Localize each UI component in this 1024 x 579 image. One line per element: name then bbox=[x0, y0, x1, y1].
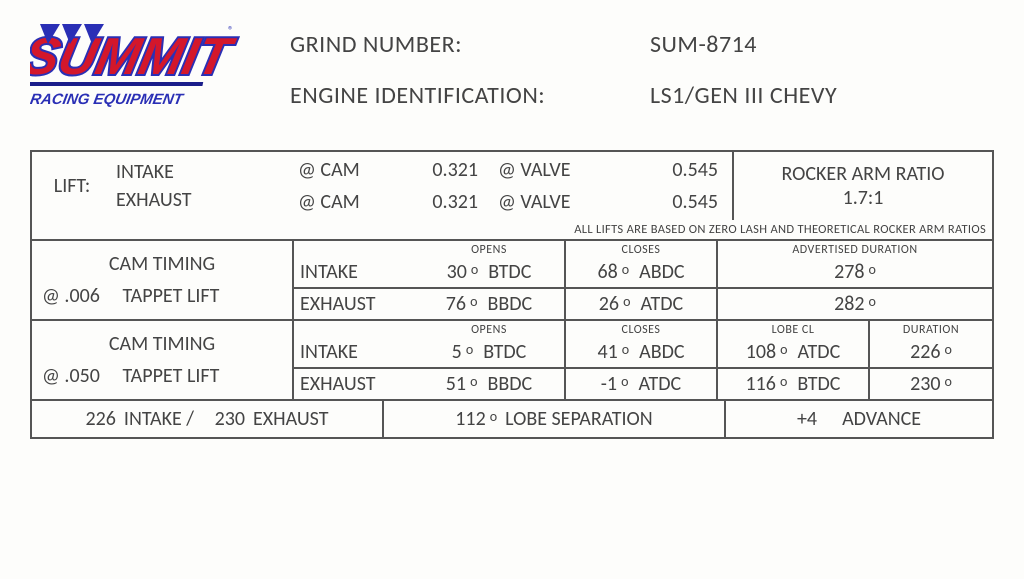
timing050-ex-open: 51o BBDC bbox=[414, 367, 564, 399]
cam-timing-006-title: CAM TIMING bbox=[42, 252, 282, 276]
summary-duration: 226 INTAKE / 230 EXHAUST bbox=[32, 401, 382, 437]
at-valve-label: @ VALVE bbox=[492, 154, 612, 186]
timing006-intake-label: INTAKE bbox=[294, 257, 414, 287]
duration-header: DURATION bbox=[870, 321, 992, 337]
summary-advance: +4 ADVANCE bbox=[726, 401, 992, 437]
cam-intake-value: 0.321 bbox=[392, 154, 492, 186]
timing050-ex-lobe: 116o BTDC bbox=[718, 367, 868, 399]
svg-text:RACING EQUIPMENT: RACING EQUIPMENT bbox=[30, 91, 186, 108]
summary-lsa: 112o LOBE SEPARATION bbox=[384, 401, 724, 437]
cam-exhaust-value: 0.321 bbox=[392, 186, 492, 218]
lift-label: LIFT: bbox=[32, 152, 112, 220]
cam-timing-050-at: @ .050 bbox=[42, 364, 100, 388]
summary-row: 226 INTAKE / 230 EXHAUST 112o LOBE SEPAR… bbox=[32, 401, 992, 437]
svg-text:®: ® bbox=[228, 24, 234, 37]
closes-header: CLOSES bbox=[566, 321, 716, 337]
timing050-ex-dur: 230o bbox=[870, 367, 992, 399]
grind-number-label: GRIND NUMBER: bbox=[290, 30, 650, 59]
lift-block: LIFT: INTAKE EXHAUST @ CAM @ CAM 0.321 0… bbox=[32, 152, 992, 220]
cam-timing-006: CAM TIMING @ .006 TAPPET LIFT INTAKE EXH… bbox=[32, 241, 992, 319]
adv-dur-header: ADVERTISED DURATION bbox=[718, 241, 992, 257]
valve-intake-value: 0.545 bbox=[612, 154, 732, 186]
engine-id-label: ENGINE IDENTIFICATION: bbox=[290, 81, 650, 110]
at-valve-label: @ VALVE bbox=[492, 186, 612, 218]
engine-id-value: LS1/GEN III CHEVY bbox=[650, 81, 994, 110]
timing050-intake-label: INTAKE bbox=[294, 337, 414, 367]
timing006-ex-dur: 282o bbox=[718, 287, 992, 319]
rocker-arm: ROCKER ARM RATIO 1.7:1 bbox=[734, 152, 992, 220]
timing006-in-open: 30o BTDC bbox=[414, 257, 564, 287]
cam-timing-050-title: CAM TIMING bbox=[42, 332, 282, 356]
opens-header: OPENS bbox=[414, 241, 564, 257]
opens-header: OPENS bbox=[414, 321, 564, 337]
spec-table: LIFT: INTAKE EXHAUST @ CAM @ CAM 0.321 0… bbox=[30, 150, 994, 439]
lobe-cl-header: LOBE CL bbox=[718, 321, 868, 337]
header: SUMMIT RACING EQUIPMENT ® GRIND NUMBER: … bbox=[30, 20, 994, 120]
timing006-in-dur: 278o bbox=[718, 257, 992, 287]
cam-timing-006-tappet: TAPPET LIFT bbox=[122, 284, 219, 308]
timing050-in-dur: 226o bbox=[870, 337, 992, 367]
timing050-ex-close: -1o ATDC bbox=[566, 367, 716, 399]
timing006-in-close: 68o ABDC bbox=[566, 257, 716, 287]
timing050-in-close: 41o ABDC bbox=[566, 337, 716, 367]
summit-logo: SUMMIT RACING EQUIPMENT ® bbox=[30, 20, 250, 120]
lift-intake-label: INTAKE bbox=[112, 158, 288, 186]
lift-footnote: ALL LIFTS ARE BASED ON ZERO LASH AND THE… bbox=[32, 220, 992, 239]
timing050-in-open: 5o BTDC bbox=[414, 337, 564, 367]
timing050-in-lobe: 108o ATDC bbox=[718, 337, 868, 367]
at-cam-label: @ CAM bbox=[292, 186, 392, 218]
valve-exhaust-value: 0.545 bbox=[612, 186, 732, 218]
cam-timing-006-at: @ .006 bbox=[42, 284, 100, 308]
header-fields: GRIND NUMBER: SUM-8714 ENGINE IDENTIFICA… bbox=[290, 20, 994, 110]
svg-text:SUMMIT: SUMMIT bbox=[30, 28, 240, 86]
cam-timing-050-tappet: TAPPET LIFT bbox=[122, 364, 219, 388]
grind-number-value: SUM-8714 bbox=[650, 30, 994, 59]
timing006-exhaust-label: EXHAUST bbox=[294, 287, 414, 319]
closes-header: CLOSES bbox=[566, 241, 716, 257]
at-cam-label: @ CAM bbox=[292, 154, 392, 186]
lift-exhaust-label: EXHAUST bbox=[112, 186, 288, 214]
timing006-ex-close: 26o ATDC bbox=[566, 287, 716, 319]
timing006-ex-open: 76o BBDC bbox=[414, 287, 564, 319]
rocker-arm-label: ROCKER ARM RATIO bbox=[781, 162, 944, 186]
timing050-exhaust-label: EXHAUST bbox=[294, 367, 414, 399]
rocker-arm-value: 1.7:1 bbox=[843, 186, 884, 210]
cam-timing-050: CAM TIMING @ .050 TAPPET LIFT INTAKE EXH… bbox=[32, 321, 992, 399]
